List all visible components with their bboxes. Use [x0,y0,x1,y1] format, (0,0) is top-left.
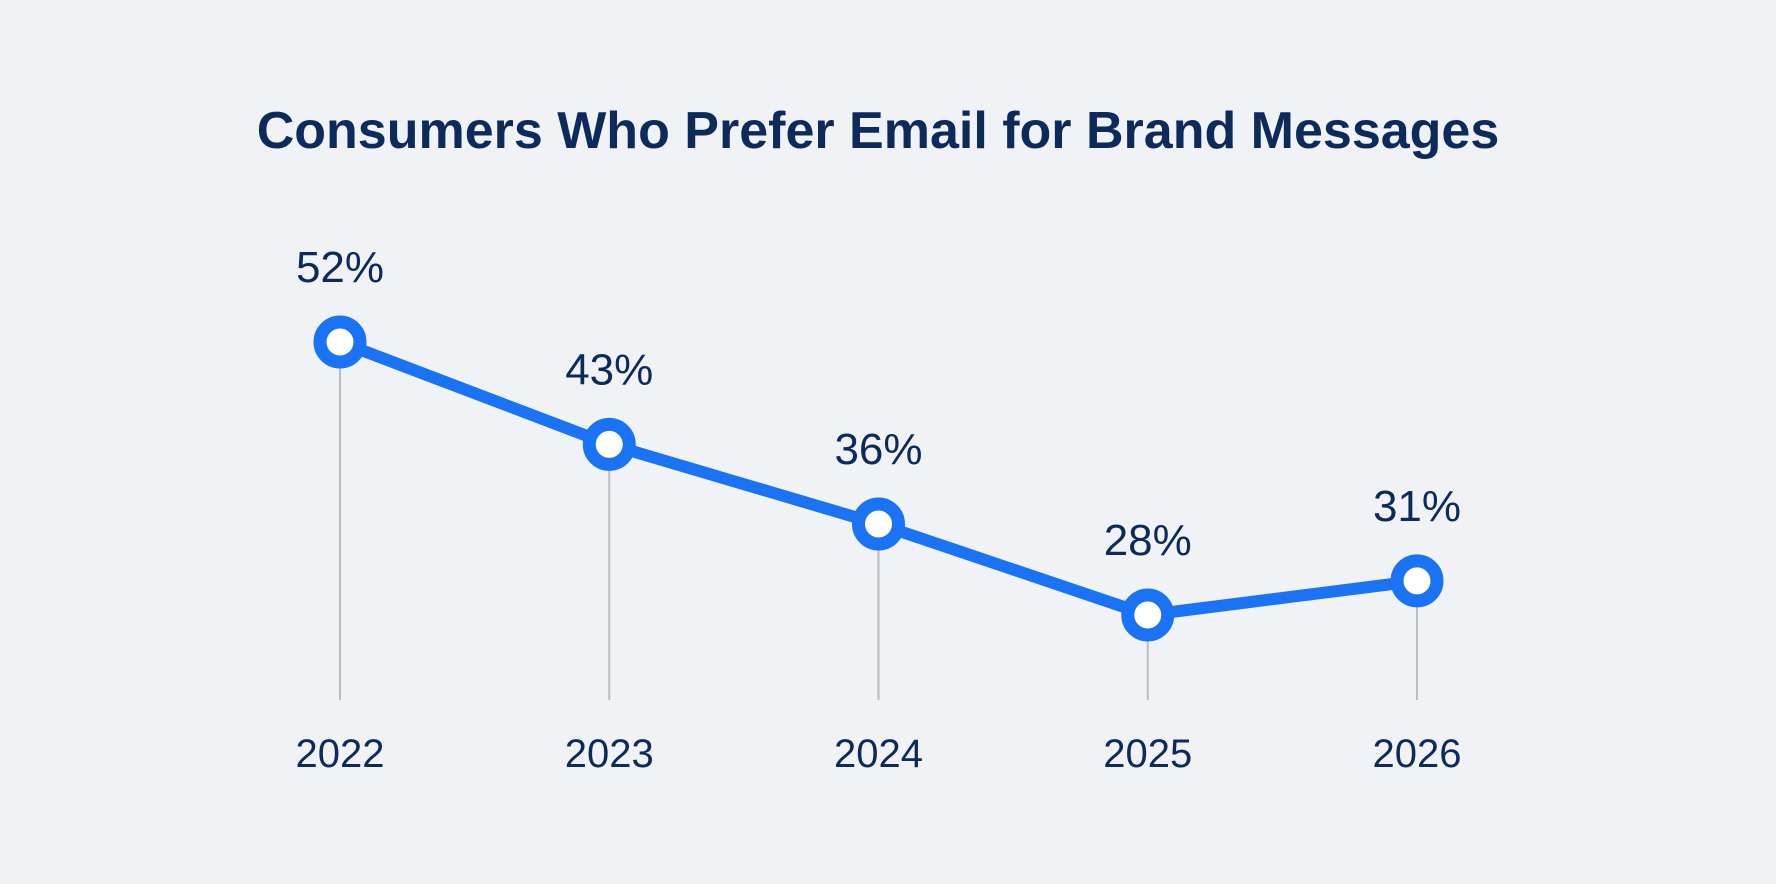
data-point [852,497,905,551]
chart-title: Consumers Who Prefer Email for Brand Mes… [257,102,1500,160]
data-label: 28% [1104,516,1192,565]
x-tick-label: 2026 [1373,732,1462,776]
data-label: 36% [834,425,922,474]
data-label: 31% [1373,482,1461,531]
data-point [1121,588,1175,642]
data-label: 52% [296,243,384,292]
x-tick-label: 2023 [565,732,654,776]
data-point [313,315,367,369]
x-tick-label: 2024 [834,732,923,776]
x-tick-label: 2025 [1103,732,1192,776]
data-point [582,417,636,471]
data-label: 43% [565,345,653,394]
x-tick-label: 2022 [296,732,385,776]
data-point [1390,554,1444,608]
